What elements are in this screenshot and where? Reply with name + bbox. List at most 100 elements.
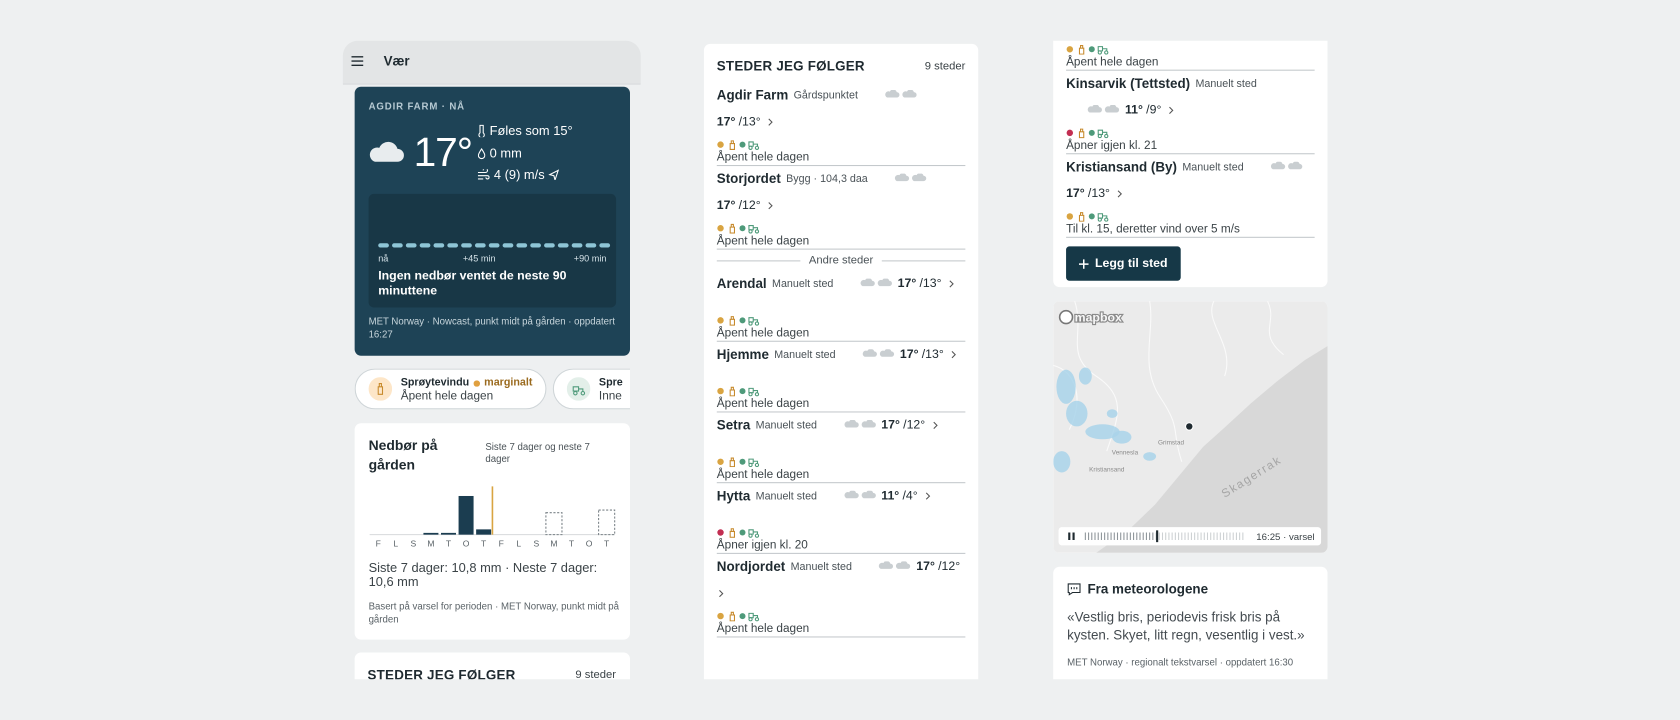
chip[interactable]: Spre Inne (552, 368, 631, 410)
weather-icons (862, 342, 894, 368)
precip-radar (1066, 400, 1088, 427)
menu-icon[interactable] (351, 56, 364, 67)
chip-text: Åpent hele dagen (400, 390, 494, 403)
river (1148, 301, 1183, 462)
day-label: O (463, 538, 470, 548)
precip-subtitle: Siste 7 dager og neste 7 dager (485, 441, 590, 464)
chevron[interactable] (931, 413, 940, 439)
place-name: Kinsarvik (Tettsted) (1066, 76, 1191, 92)
top-bar: Vær (342, 40, 641, 85)
cloud-icon (1104, 105, 1120, 113)
precip-radar (1056, 369, 1076, 404)
spray-icon (729, 457, 736, 468)
wind: 4 (9) m/s (477, 166, 560, 183)
nowcast-bar (516, 243, 528, 248)
chevron[interactable] (1167, 98, 1176, 124)
level-dot (473, 380, 480, 387)
status-icons (1066, 212, 1109, 222)
chevron[interactable] (923, 483, 932, 509)
chip[interactable]: Sprøytevindu marginalt Åpent hele dagen (354, 368, 547, 410)
add-button[interactable]: Legg til sted (1066, 246, 1181, 281)
map-label: Kristiansand (1089, 466, 1125, 473)
precip-radar (1078, 367, 1092, 385)
chevron[interactable] (766, 193, 775, 219)
timeline-cursor (1156, 530, 1159, 543)
chevron-path (768, 118, 773, 126)
status-icons (717, 316, 760, 326)
place-sub: Gårdspunktet (793, 89, 858, 102)
place-status: Til kl. 15, deretter vind over 5 m/s (1066, 222, 1240, 236)
river (1267, 301, 1284, 356)
cloud-icon (902, 90, 917, 98)
temp-high: 17° (899, 348, 919, 362)
tractor-wheel (748, 229, 753, 234)
nowcast-bar (599, 243, 611, 248)
status-dot (717, 141, 724, 148)
chevron-path (949, 280, 954, 288)
temp-high: 11° (881, 489, 900, 503)
chip-level: marginalt (484, 377, 533, 389)
map-label: Vennesla (1112, 449, 1139, 456)
chevron[interactable] (1115, 181, 1124, 207)
chevron[interactable] (947, 271, 956, 297)
places-preview-title: STEDER JEG FØLGER (367, 667, 516, 680)
chip-title: Spre (598, 377, 623, 389)
ok-dot (1088, 213, 1095, 220)
precip-radar (1085, 424, 1120, 440)
map-attribution: mapbox (1075, 310, 1122, 324)
chevron[interactable] (949, 342, 958, 368)
precip-source: Basert på varsel for perioden · MET Norw… (368, 601, 620, 625)
tractor-icon (1097, 129, 1108, 136)
cloud-icon (1087, 105, 1102, 113)
chevron[interactable] (717, 581, 726, 607)
precip-bar (458, 495, 474, 535)
map[interactable]: SkagerrakVenneslaKristiansandGrimstadmap… (1053, 301, 1328, 553)
temp-high: 17° (897, 277, 917, 291)
tractor-wheel (754, 392, 760, 397)
tractor-wheel (1104, 217, 1109, 222)
place-name: Agdir Farm (716, 87, 789, 103)
nowcast-source: MET Norway · Nowcast, punkt midt på gård… (368, 316, 615, 340)
chevron[interactable] (766, 109, 775, 135)
status-icons (1066, 128, 1109, 139)
forecast-bar (598, 509, 616, 536)
day-label: T (481, 538, 487, 548)
place-status: Åpner igjen kl. 21 (1066, 139, 1158, 153)
nowcast-bar (544, 243, 555, 248)
wind-icon (477, 169, 490, 180)
clouds (844, 490, 876, 499)
place-row: Arendal Manuelt sted 17°/13° (717, 271, 966, 311)
chevron-path (925, 492, 930, 500)
ok-dot (739, 388, 746, 395)
chevron-path (768, 202, 773, 210)
place-sub: Manuelt sted (755, 490, 817, 502)
nowcast-bar (502, 243, 514, 248)
place-name: Hjemme (716, 347, 769, 363)
forecast-bar (545, 512, 563, 536)
weather-icons (885, 83, 917, 109)
place-name: Setra (716, 417, 751, 433)
nowcast-bar (461, 243, 472, 248)
temp-low: /13° (738, 115, 761, 129)
places-preview: STEDER JEG FØLGER 9 steder (354, 652, 631, 680)
spray-icon (1078, 45, 1085, 55)
place-sub: Manuelt sted (755, 419, 818, 432)
chevron-path (932, 421, 938, 429)
tractor-wheel (1097, 217, 1102, 222)
place-item-fragment: Åpent hele dagen (1066, 44, 1315, 71)
nowcast-bar (557, 243, 569, 248)
status-icons (717, 457, 760, 468)
nowcast-bar (405, 243, 417, 248)
cloud-icon (879, 349, 894, 357)
place-sub: Manuelt sted (774, 348, 836, 361)
day-label: T (446, 538, 452, 548)
map-label: Grimstad (1158, 440, 1184, 447)
message-icon (1067, 583, 1081, 596)
chevron-icon (1117, 190, 1122, 198)
ok-dot (739, 225, 746, 232)
place-row: Agdir Farm Gårdspunktet 17°/13° (717, 83, 966, 136)
place-item: Hjemme Manuelt sted 17°/13° Åpent hele dage… (716, 342, 966, 413)
drop-icon (477, 147, 486, 159)
temp-low: /12° (903, 418, 926, 432)
